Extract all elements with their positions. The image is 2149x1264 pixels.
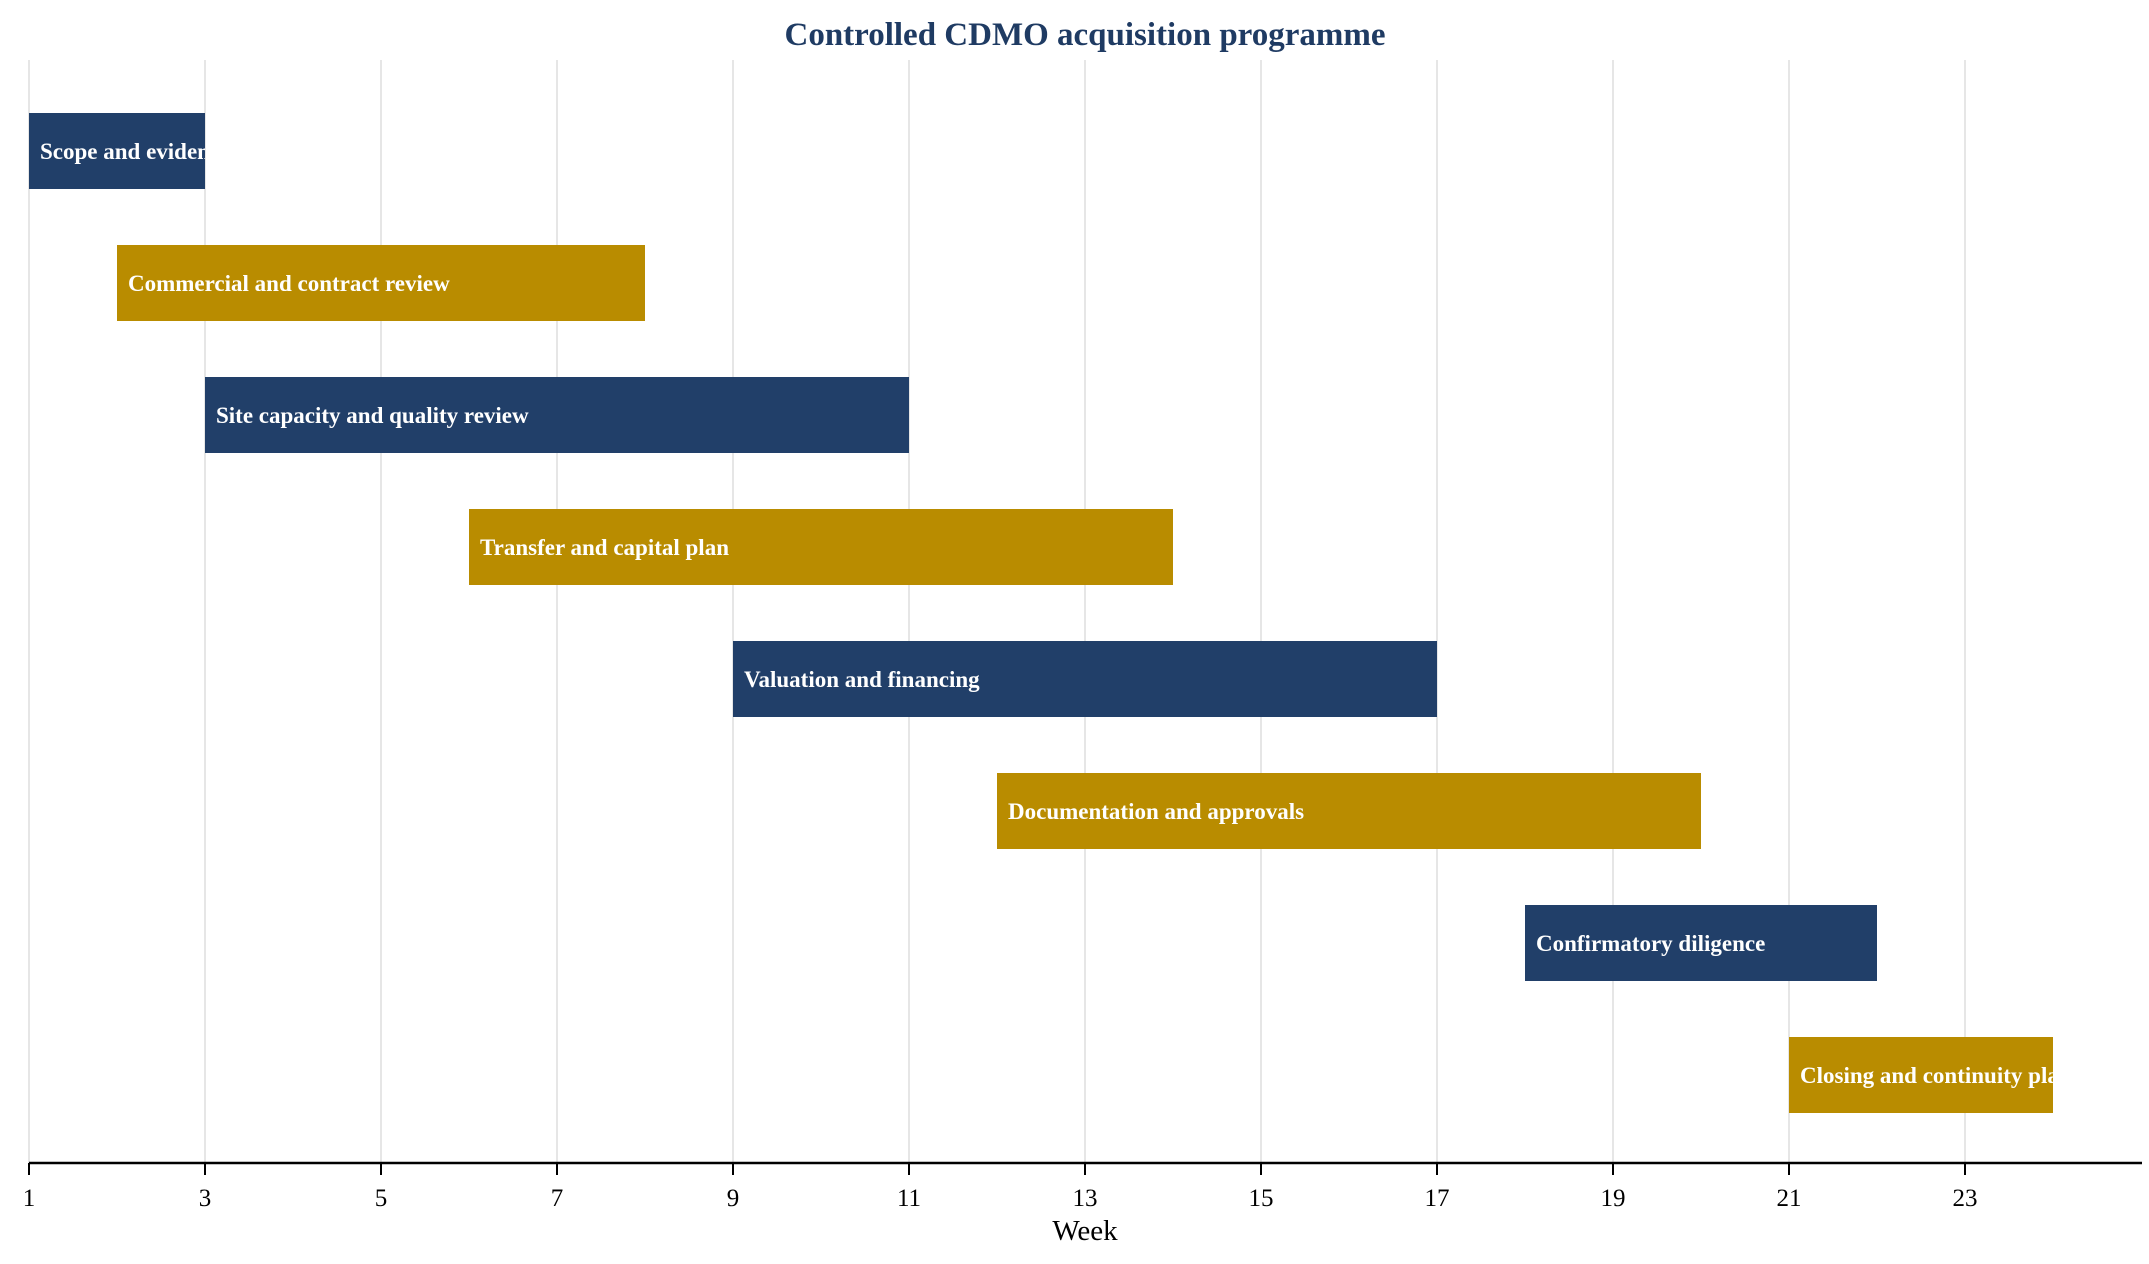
x-tick-label: 3 [199, 1185, 212, 1212]
x-axis-label: Week [1052, 1215, 1118, 1247]
task-bar [205, 377, 909, 453]
x-tick-label: 7 [551, 1185, 564, 1212]
x-tick-label: 19 [1601, 1185, 1626, 1212]
task-label: Confirmatory diligence [1536, 931, 1765, 956]
task-bar [117, 245, 645, 321]
gridlines [28, 60, 1966, 1163]
task-bar-group: Scope and evidence [29, 113, 230, 189]
task-bar-group: Confirmatory diligence [1525, 905, 1877, 981]
task-bar-group: Transfer and capital plan [469, 509, 1173, 585]
x-tick-label: 15 [1249, 1185, 1274, 1212]
task-label: Scope and evidence [40, 139, 230, 164]
task-label: Commercial and contract review [128, 271, 450, 296]
x-tick-label: 13 [1073, 1185, 1098, 1212]
task-label: Valuation and financing [744, 667, 980, 692]
task-label: Transfer and capital plan [480, 535, 729, 560]
bars: Scope and evidence Commercial and contrac… [29, 113, 2072, 1113]
task-bar [997, 773, 1701, 849]
x-tick-label: 5 [375, 1185, 388, 1212]
x-tick-label: 11 [897, 1185, 921, 1212]
task-bar-group: Site capacity and quality review [205, 377, 909, 453]
task-bar [29, 113, 205, 189]
x-tick-label: 23 [1953, 1185, 1978, 1212]
task-label: Documentation and approvals [1008, 799, 1304, 824]
task-bar-group: Valuation and financing [733, 641, 1437, 717]
x-tick-label: 21 [1777, 1185, 1802, 1212]
x-tick-label: 1 [23, 1185, 36, 1212]
task-bar [469, 509, 1173, 585]
task-label: Closing and continuity plan [1800, 1063, 2072, 1088]
task-bar-group: Documentation and approvals [997, 773, 1701, 849]
task-bar [1525, 905, 1877, 981]
task-bar [733, 641, 1437, 717]
task-bar-group: Commercial and contract review [117, 245, 645, 321]
x-axis-ticks: 1 3 5 7 9 11 13 15 17 19 21 23 [23, 1163, 1978, 1212]
task-bar [1789, 1037, 2053, 1113]
task-bar-group: Closing and continuity plan [1789, 1037, 2072, 1113]
chart-title: Controlled CDMO acquisition programme [784, 17, 1385, 53]
x-tick-label: 9 [727, 1185, 740, 1212]
x-tick-label: 17 [1425, 1185, 1450, 1212]
task-label: Site capacity and quality review [216, 403, 529, 428]
